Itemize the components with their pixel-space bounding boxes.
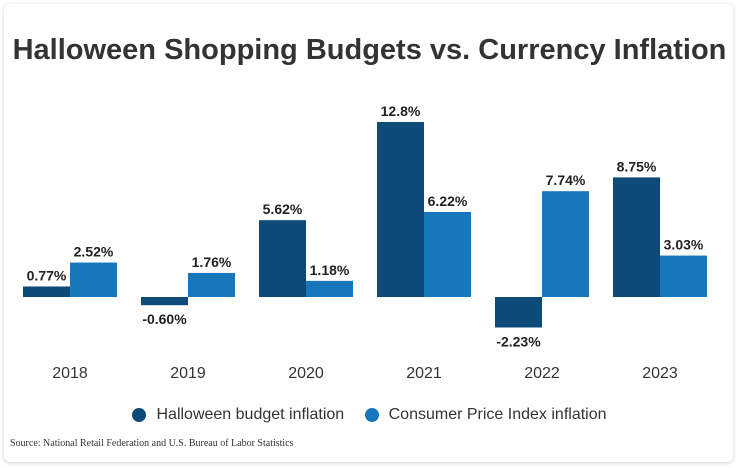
data-label-halloween-2021: 12.8% bbox=[381, 103, 421, 119]
category-label-2021: 2021 bbox=[406, 365, 442, 382]
legend-item-halloween: Halloween budget inflation bbox=[132, 406, 344, 424]
legend-label-halloween: Halloween budget inflation bbox=[156, 406, 345, 423]
data-label-cpi-2022: 7.74% bbox=[546, 172, 586, 188]
bar-halloween-2018 bbox=[23, 286, 70, 297]
bar-cpi-2023 bbox=[660, 255, 707, 297]
bar-halloween-2023 bbox=[613, 177, 660, 297]
data-label-cpi-2019: 1.76% bbox=[192, 254, 232, 270]
data-label-halloween-2023: 8.75% bbox=[617, 158, 657, 174]
category-label-2018: 2018 bbox=[52, 365, 88, 382]
bar-halloween-2022 bbox=[495, 297, 542, 328]
legend: Halloween budget inflation Consumer Pric… bbox=[0, 406, 739, 427]
data-label-cpi-2023: 3.03% bbox=[664, 237, 704, 253]
data-label-halloween-2022: -2.23% bbox=[496, 333, 541, 349]
legend-item-cpi: Consumer Price Index inflation bbox=[364, 406, 607, 424]
bar-cpi-2021 bbox=[424, 211, 471, 297]
category-label-2022: 2022 bbox=[524, 365, 560, 382]
bar-halloween-2020 bbox=[259, 220, 306, 297]
data-label-cpi-2021: 6.22% bbox=[428, 193, 468, 209]
category-label-2020: 2020 bbox=[288, 365, 324, 382]
data-label-cpi-2018: 2.52% bbox=[74, 244, 114, 260]
data-label-halloween-2019: -0.60% bbox=[142, 311, 187, 327]
source-note: Source: National Retail Federation and U… bbox=[10, 438, 294, 449]
legend-label-cpi: Consumer Price Index inflation bbox=[388, 406, 607, 423]
legend-swatch-halloween bbox=[132, 408, 147, 422]
bar-halloween-2021 bbox=[377, 122, 424, 297]
category-label-2019: 2019 bbox=[170, 365, 206, 382]
bar-cpi-2020 bbox=[306, 280, 353, 297]
data-label-halloween-2020: 5.62% bbox=[263, 201, 303, 217]
data-label-cpi-2020: 1.18% bbox=[310, 262, 350, 278]
category-label-2023: 2023 bbox=[642, 365, 678, 382]
bar-cpi-2018 bbox=[70, 262, 117, 297]
legend-swatch-cpi bbox=[364, 408, 379, 422]
bar-cpi-2022 bbox=[542, 191, 589, 297]
bar-cpi-2019 bbox=[188, 272, 235, 297]
data-label-halloween-2018: 0.77% bbox=[27, 267, 67, 283]
chart-card bbox=[4, 4, 733, 462]
chart-title: Halloween Shopping Budgets vs. Currency … bbox=[12, 34, 727, 66]
bar-halloween-2019 bbox=[141, 297, 188, 306]
